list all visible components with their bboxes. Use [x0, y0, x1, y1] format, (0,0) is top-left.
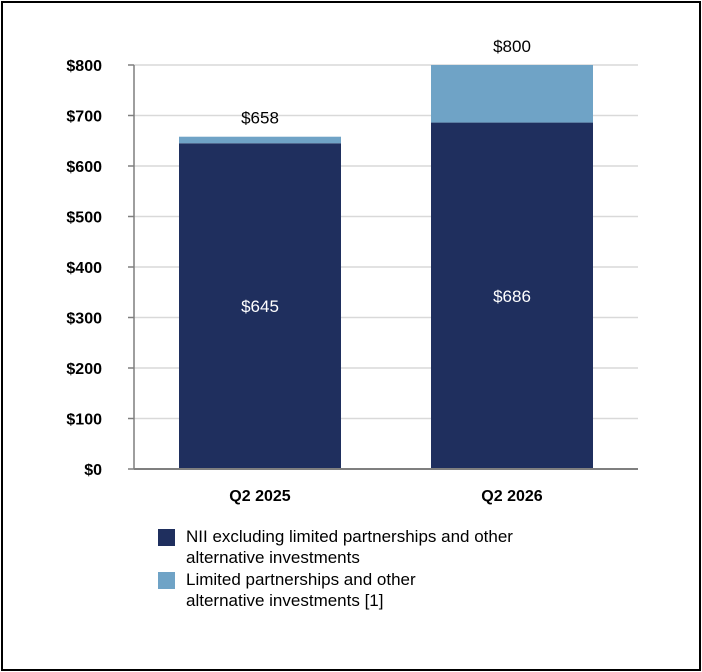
- legend-label-lp-line2: alternative investments [1]: [186, 591, 384, 610]
- legend-label-nii-line2: alternative investments: [186, 548, 360, 567]
- legend-label-nii: NII excluding limited partnerships and o…: [186, 526, 513, 568]
- chart-legend: NII excluding limited partnerships and o…: [158, 526, 578, 612]
- bar-nii-0: [179, 143, 341, 469]
- bar-total-label: $658: [241, 109, 279, 128]
- x-category-label: Q2 2025: [229, 488, 290, 505]
- x-category-label: Q2 2026: [481, 488, 542, 505]
- legend-label-lp: Limited partnerships and other alternati…: [186, 569, 416, 611]
- y-tick-label: $100: [66, 412, 102, 429]
- legend-item-lp: Limited partnerships and other alternati…: [158, 569, 578, 611]
- y-tick-label: $800: [66, 58, 102, 75]
- bar-nii-1: [431, 122, 593, 469]
- bar-lp-1: [431, 65, 593, 123]
- bar-value-label: $645: [241, 297, 279, 316]
- y-tick-label: $700: [66, 109, 102, 126]
- y-tick-label: $0: [84, 462, 102, 479]
- legend-label-nii-line1: NII excluding limited partnerships and o…: [186, 527, 513, 546]
- bar-lp-0: [179, 136, 341, 144]
- legend-swatch-lp: [158, 572, 175, 589]
- bar-value-label: $686: [493, 287, 531, 306]
- y-tick-label: $200: [66, 361, 102, 378]
- y-tick-label: $500: [66, 210, 102, 227]
- bar-total-label: $800: [493, 37, 531, 56]
- y-tick-label: $400: [66, 260, 102, 277]
- y-tick-label: $600: [66, 159, 102, 176]
- legend-item-nii: NII excluding limited partnerships and o…: [158, 526, 578, 568]
- y-tick-label: $300: [66, 311, 102, 328]
- legend-label-lp-line1: Limited partnerships and other: [186, 570, 416, 589]
- legend-swatch-nii: [158, 529, 175, 546]
